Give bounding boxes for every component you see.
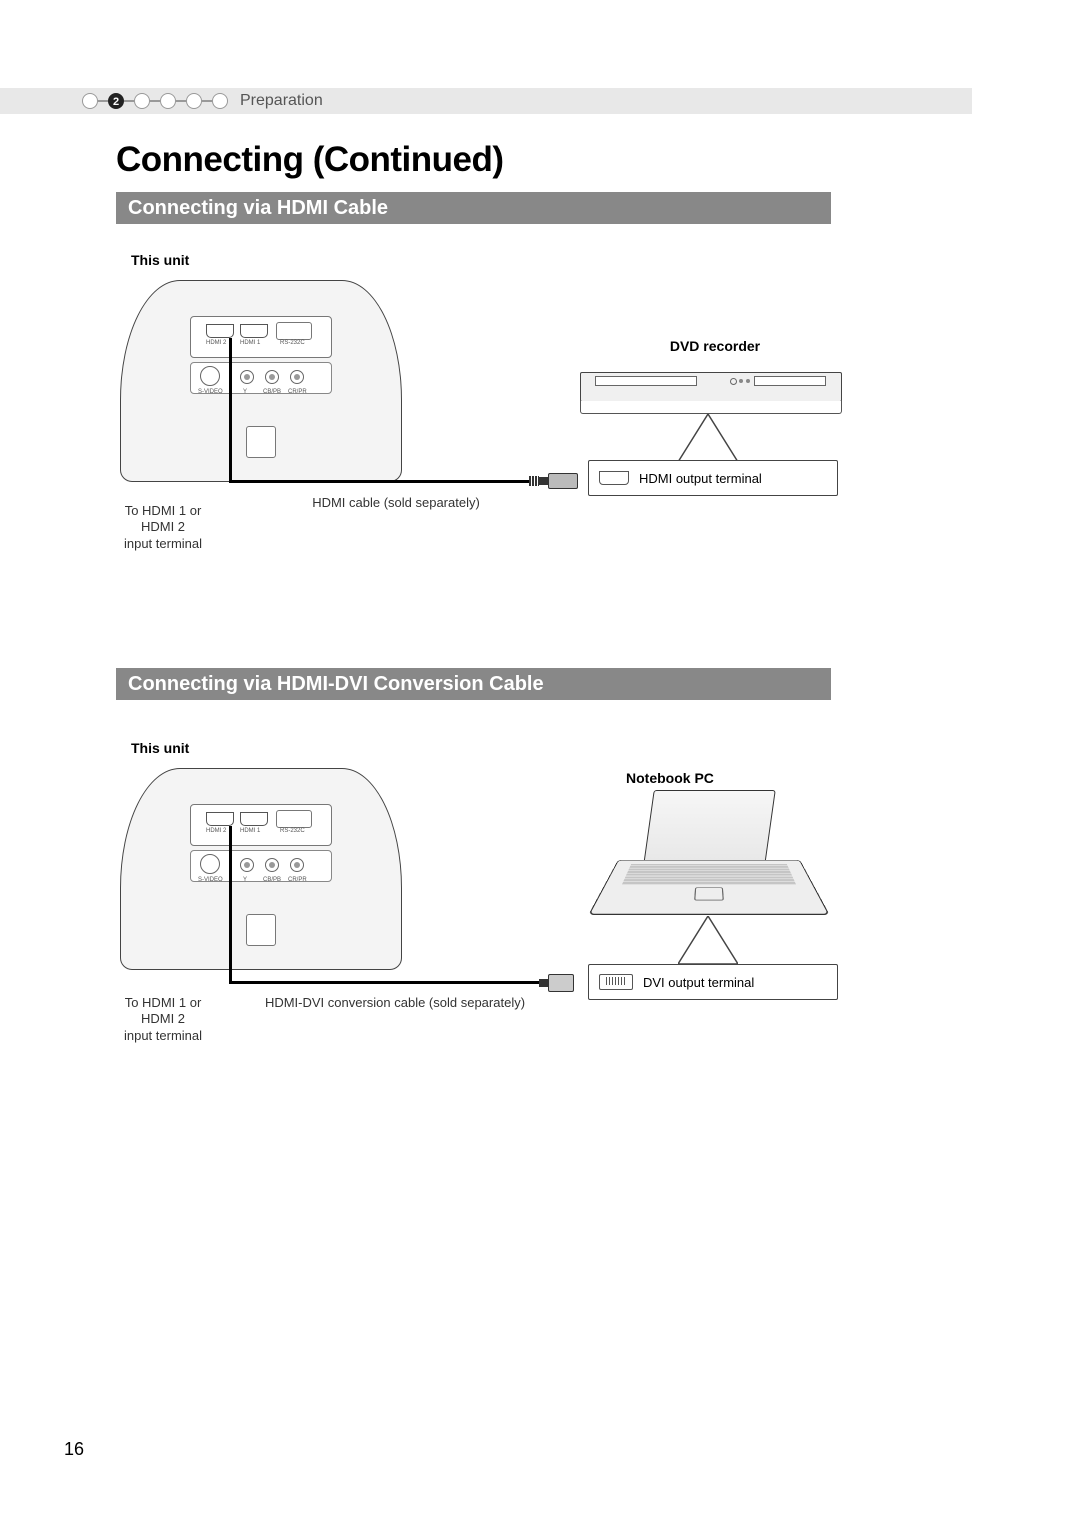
step-2-dot: 2 [108,93,124,109]
dvi-output-text: DVI output terminal [643,975,754,990]
step-1-dot [82,93,98,109]
step-connector [202,100,212,102]
hdmi-plug-icon [548,473,578,489]
page-number: 16 [64,1439,84,1460]
callout-wedge-1 [678,414,738,464]
hdmi-output-text: HDMI output terminal [639,471,762,486]
hdmi-port-icon [599,471,629,485]
callout-wedge-2 [678,916,738,966]
step-chain: 2 Preparation [82,88,323,114]
input-terminal-label-2: To HDMI 1 or HDMI 2 input terminal [108,995,218,1044]
step-5-dot [186,93,202,109]
dvi-port-icon [599,974,633,990]
step-connector [124,100,134,102]
projector-diagram-1: HDMI 2 HDMI 1 RS-232C S-VIDEO Y CB/PB CR… [120,270,400,490]
step-6-dot [212,93,228,109]
dvd-recorder-label: DVD recorder [650,338,780,354]
step-connector [176,100,186,102]
notebook-pc-label: Notebook PC [626,770,714,786]
section-2-heading: Connecting via HDMI-DVI Conversion Cable [116,668,831,700]
section-1-heading: Connecting via HDMI Cable [116,192,831,224]
dvd-recorder-diagram [580,372,840,414]
step-connector [150,100,160,102]
dvi-plug-icon [548,974,574,992]
this-unit-label-2: This unit [131,740,189,756]
page-title: Connecting (Continued) [116,140,504,180]
this-unit-label-1: This unit [131,252,189,268]
hdmi-cable-vertical [229,338,232,483]
step-4-dot [160,93,176,109]
hdmi-dvi-cable-horizontal [229,981,549,984]
step-connector [98,100,108,102]
cable-label-2: HDMI-DVI conversion cable (sold separate… [240,995,550,1011]
page: 2 Preparation Connecting (Continued) Con… [0,0,1080,1516]
dvi-output-callout: DVI output terminal [588,964,838,1000]
hdmi-cable-horizontal [229,480,549,483]
projector-diagram-2: HDMI 2 HDMI 1 RS-232C S-VIDEO Y CB/PB CR… [120,758,400,978]
cable-label-1: HDMI cable (sold separately) [296,495,496,511]
hdmi-dvi-cable-vertical [229,826,232,984]
hdmi-output-callout: HDMI output terminal [588,460,838,496]
input-terminal-label-1: To HDMI 1 or HDMI 2 input terminal [108,503,218,552]
step-3-dot [134,93,150,109]
breadcrumb-text: Preparation [240,92,323,110]
